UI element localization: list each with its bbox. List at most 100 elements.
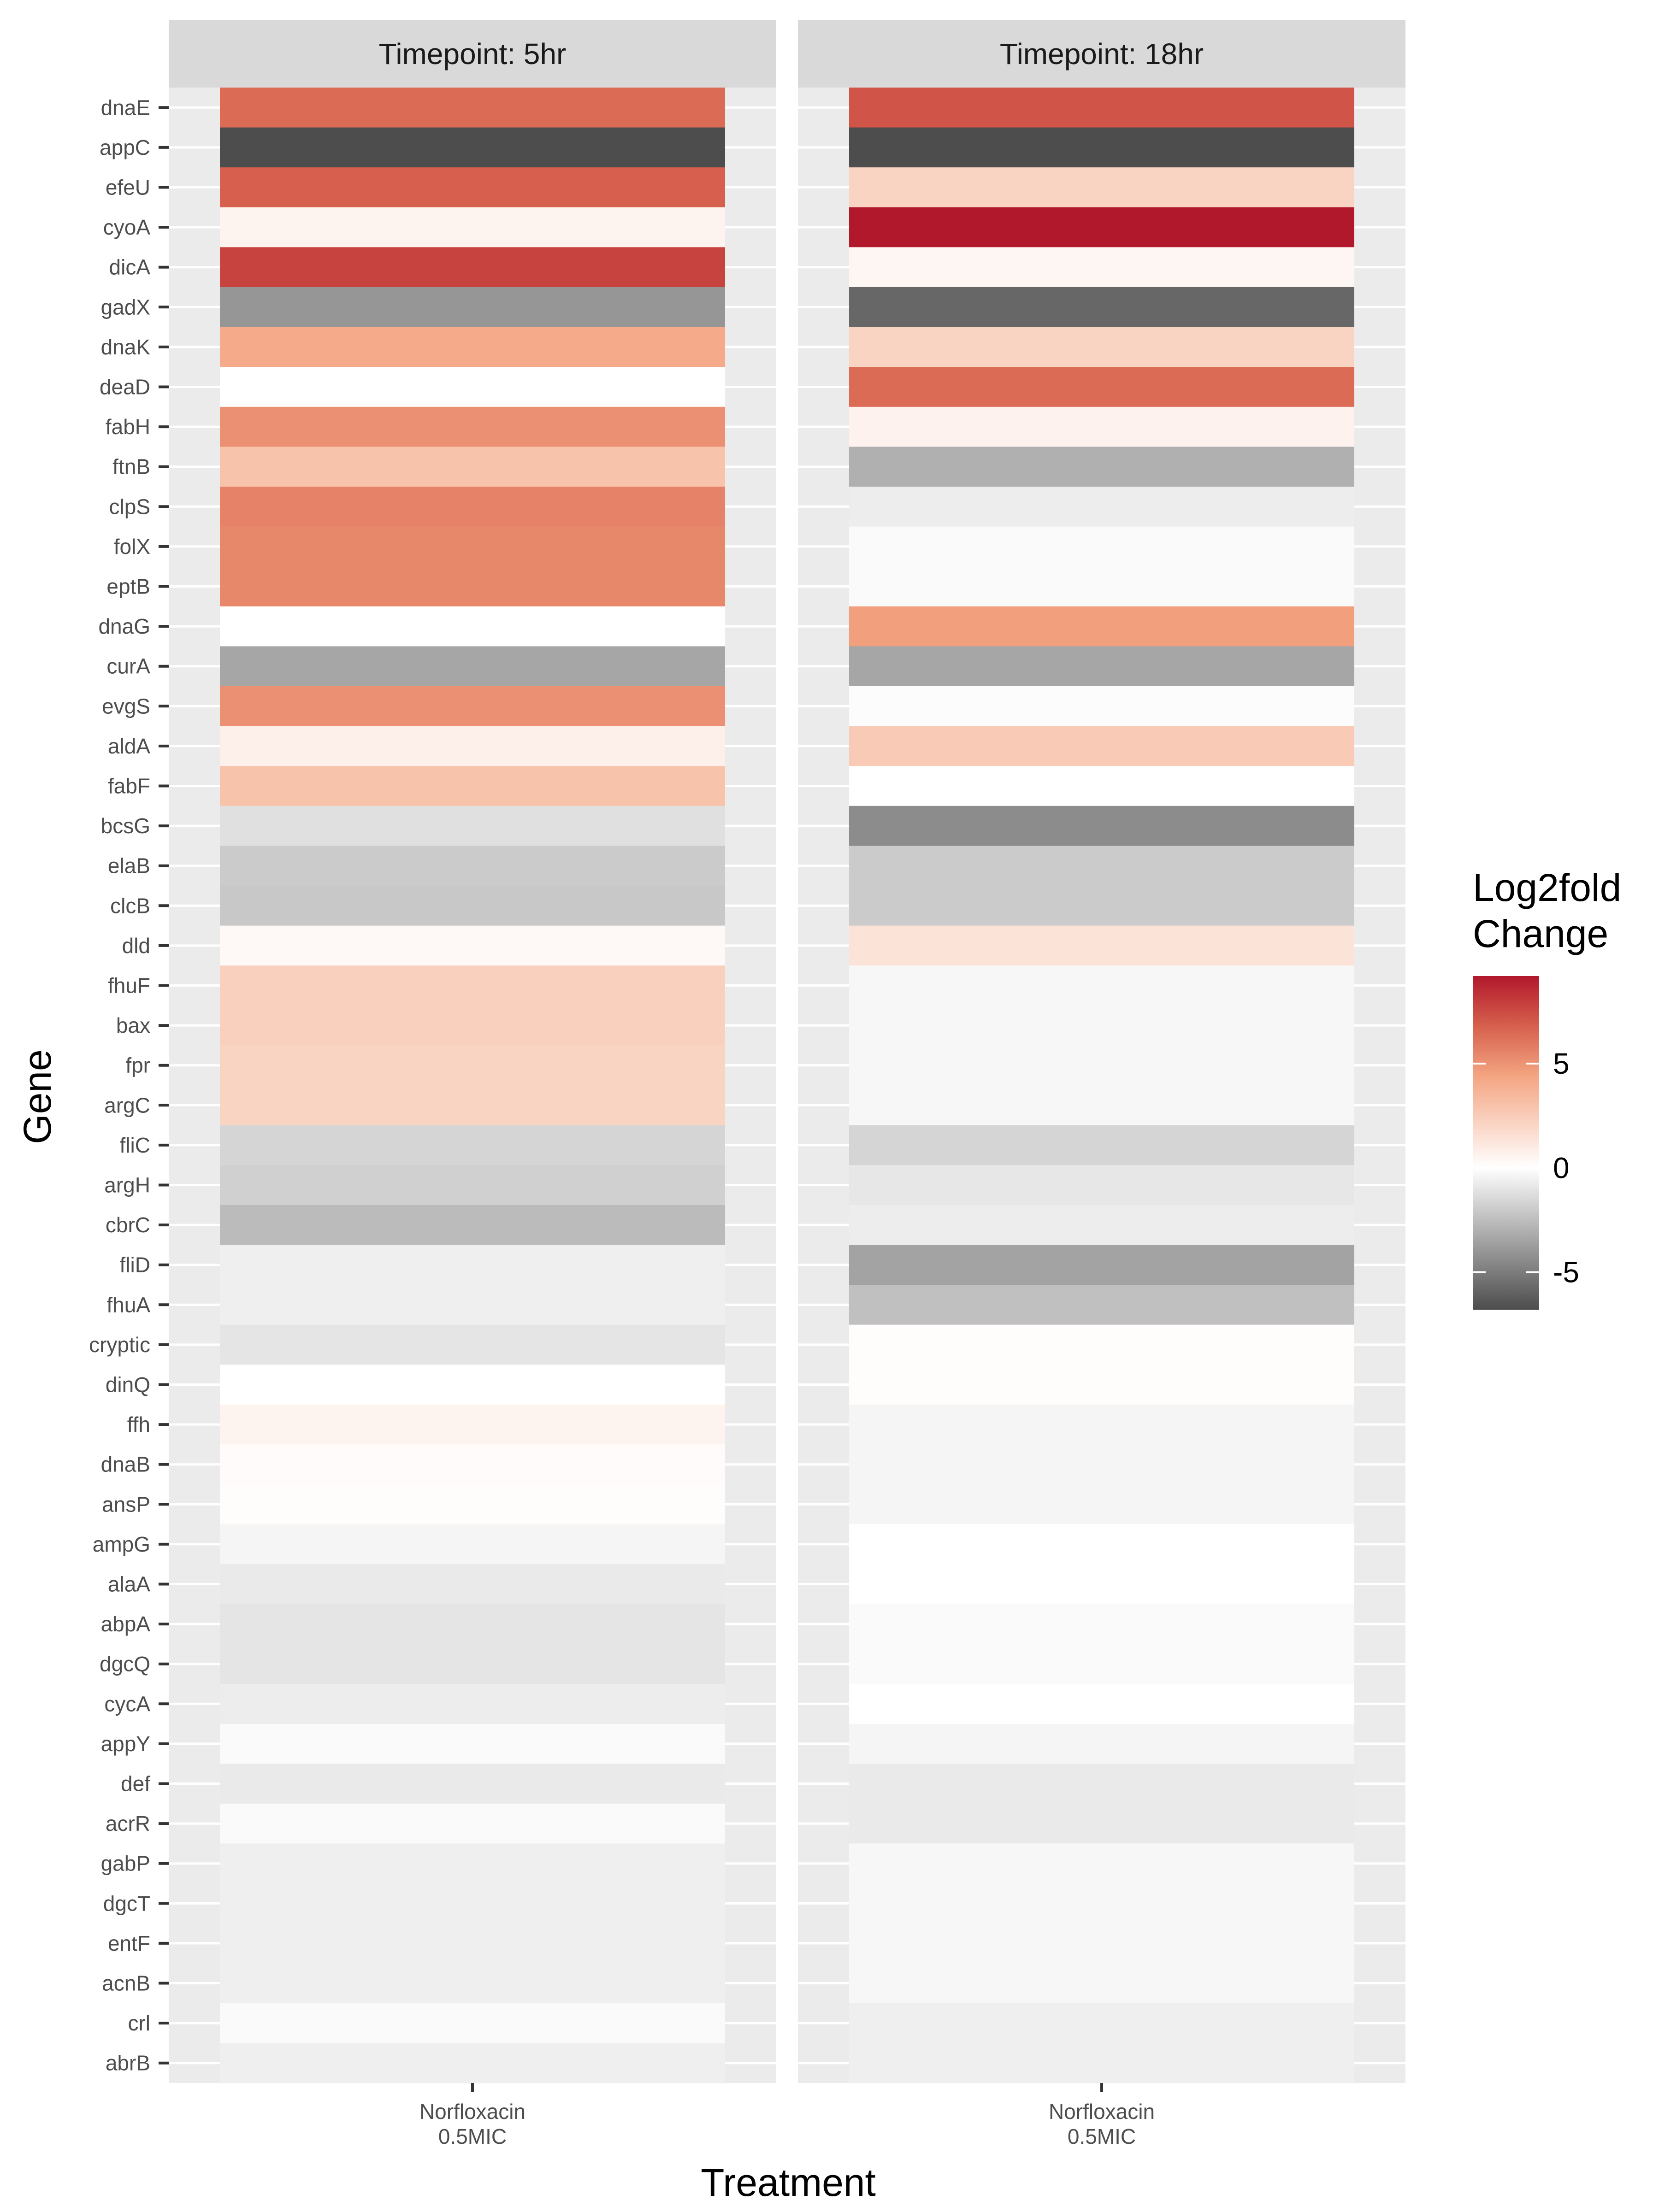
y-tick-label: dinQ xyxy=(106,1373,150,1397)
y-tick-label: argC xyxy=(104,1093,150,1117)
heatmap-cell xyxy=(849,1724,1354,1764)
heatmap-cell xyxy=(220,447,725,487)
heatmap-cell xyxy=(849,1524,1354,1565)
heatmap-cell xyxy=(220,646,725,687)
y-tick-label: dnaB xyxy=(101,1453,150,1477)
heatmap-cell xyxy=(220,2043,725,2083)
y-tick-label: gadX xyxy=(101,295,150,319)
heatmap-cell xyxy=(849,1085,1354,1126)
heatmap-cell xyxy=(849,1365,1354,1405)
y-tick-label: alaA xyxy=(108,1572,150,1596)
heatmap-cell xyxy=(220,1923,725,1964)
y-tick-label: cryptic xyxy=(89,1333,150,1357)
heatmap-cell xyxy=(849,1285,1354,1325)
heatmap-cell xyxy=(849,1564,1354,1605)
y-tick-label: eptB xyxy=(106,575,150,599)
legend-break-label: 5 xyxy=(1553,1047,1570,1080)
panel-strip xyxy=(798,20,1405,88)
heatmap-cell xyxy=(220,1764,725,1804)
y-tick-label: dld xyxy=(122,934,150,958)
heatmap-cell xyxy=(849,406,1354,447)
heatmap-cell xyxy=(220,726,725,766)
heatmap-cell xyxy=(849,1684,1354,1724)
y-tick-label: gabP xyxy=(101,1852,150,1876)
y-tick-label: clcB xyxy=(110,894,150,918)
x-tick-label: Norfloxacin xyxy=(419,2100,525,2124)
heatmap-cell xyxy=(220,1484,725,1525)
heatmap-cell xyxy=(849,167,1354,208)
heatmap-cell xyxy=(849,367,1354,407)
heatmap-cell xyxy=(220,1245,725,1285)
heatmap-cell xyxy=(220,1045,725,1086)
heatmap-cell xyxy=(849,1803,1354,1844)
y-tick-label: fabH xyxy=(106,415,150,439)
heatmap-cell xyxy=(849,646,1354,687)
y-tick-label: cycA xyxy=(104,1692,150,1716)
y-tick-label: crl xyxy=(128,2011,150,2035)
y-tick-label: fhuA xyxy=(106,1293,150,1317)
heatmap-cell xyxy=(220,925,725,966)
y-axis: dnaE appC efeU cyoA dicA gadX dnaK deaD fabH ftnB… xyxy=(89,95,169,2075)
heatmap-cell xyxy=(220,806,725,846)
y-tick-label: abpA xyxy=(101,1612,151,1636)
x-tick-label: Norfloxacin xyxy=(1049,2100,1155,2124)
heatmap-cell xyxy=(220,367,725,407)
heatmap-cell xyxy=(220,406,725,447)
y-axis-title: Gene xyxy=(16,1049,59,1144)
heatmap-cell xyxy=(220,1365,725,1405)
y-tick-label: acrR xyxy=(106,1812,150,1835)
y-tick-label: bax xyxy=(116,1013,150,1037)
heatmap-cell xyxy=(220,1524,725,1565)
heatmap-cell xyxy=(849,127,1354,168)
x-tick-label: 0.5MIC xyxy=(1068,2124,1136,2148)
heatmap-cell xyxy=(849,1045,1354,1086)
heatmap-cell xyxy=(220,1324,725,1365)
heatmap-cell xyxy=(849,247,1354,288)
heatmap-cell xyxy=(849,1604,1354,1644)
y-tick-label: ampG xyxy=(93,1532,150,1556)
y-tick-label: fhuF xyxy=(108,974,150,998)
heatmap-cell xyxy=(220,167,725,208)
heatmap-cell xyxy=(220,247,725,288)
heatmap-cell xyxy=(220,1724,725,1764)
heatmap-cell xyxy=(220,1285,725,1325)
y-tick-label: dicA xyxy=(109,255,151,279)
heatmap-cell xyxy=(220,686,725,727)
heatmap-cell xyxy=(849,447,1354,487)
heatmap-cell xyxy=(849,806,1354,846)
y-tick-label: fliC xyxy=(120,1133,150,1157)
heatmap-cell xyxy=(220,1085,725,1126)
heatmap-cell xyxy=(849,2043,1354,2083)
heatmap-cell xyxy=(849,1165,1354,1206)
heatmap-cell xyxy=(849,327,1354,367)
heatmap-cell xyxy=(849,1843,1354,1884)
heatmap-cell xyxy=(220,1883,725,1924)
heatmap-cell xyxy=(849,925,1354,966)
heatmap-cell xyxy=(220,846,725,886)
heatmap-cell xyxy=(220,1604,725,1644)
heatmap-cell xyxy=(849,1404,1354,1445)
y-tick-label: appY xyxy=(101,1732,150,1756)
y-tick-label: fabF xyxy=(108,774,150,798)
legend-title-line-1: Log2fold xyxy=(1473,866,1621,909)
panel-strip xyxy=(169,20,776,88)
legend-ticks: 5 0 -5 xyxy=(1473,1047,1579,1289)
y-tick-label: clpS xyxy=(109,494,150,518)
heatmap-cell xyxy=(220,1165,725,1206)
heatmap-cell xyxy=(220,487,725,527)
y-tick-label: dnaG xyxy=(98,614,150,638)
y-tick-label: appC xyxy=(100,135,150,159)
heatmap-cell xyxy=(220,207,725,247)
heatmap-cell xyxy=(220,886,725,926)
heatmap-cell xyxy=(849,207,1354,247)
heatmap-cell xyxy=(849,487,1354,527)
y-tick-label: dnaK xyxy=(101,335,151,359)
heatmap-cell xyxy=(849,287,1354,328)
heatmap-cell xyxy=(220,1444,725,1485)
heatmap-cell xyxy=(849,1245,1354,1285)
heatmap-cell xyxy=(849,686,1354,727)
heatmap-cell xyxy=(849,1883,1354,1924)
heatmap-cell xyxy=(849,726,1354,766)
